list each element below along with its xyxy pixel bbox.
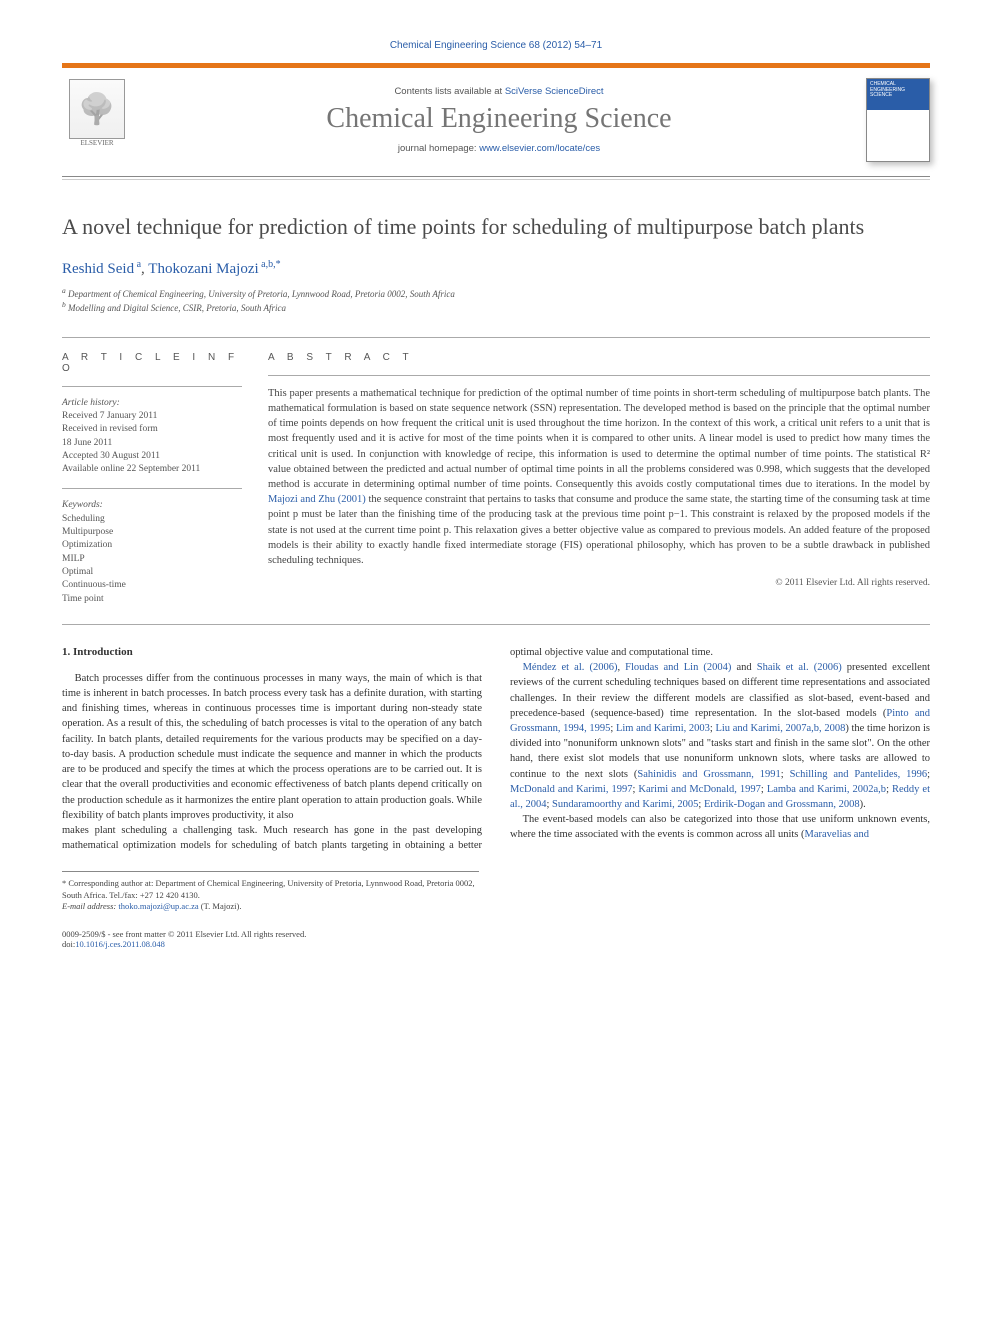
body-p1: Batch processes differ from the continuo… <box>62 671 482 823</box>
cite-floudas[interactable]: Floudas and Lin (2004) <box>625 662 731 673</box>
history-line-1: Received in revised form <box>62 423 242 436</box>
keywords: Keywords: Scheduling Multipurpose Optimi… <box>62 499 242 605</box>
keywords-label: Keywords: <box>62 499 242 512</box>
author-1-affil-sup: a <box>134 259 141 270</box>
elsevier-logo: ELSEVIER <box>62 79 132 161</box>
affiliation-b-text: Modelling and Digital Science, CSIR, Pre… <box>68 303 286 313</box>
affiliation-a: a Department of Chemical Engineering, Un… <box>62 286 930 301</box>
article-history: Article history: Received 7 January 2011… <box>62 397 242 477</box>
body-text-columns: 1. Introduction Batch processes differ f… <box>62 645 930 854</box>
cite-liu[interactable]: Liu and Karimi, 2007a,b, 2008 <box>715 723 845 734</box>
doi-link[interactable]: 10.1016/j.ces.2011.08.048 <box>75 939 165 949</box>
keyword-6: Time point <box>62 593 242 606</box>
affiliations: a Department of Chemical Engineering, Un… <box>62 286 930 315</box>
p3-sep3: ; <box>781 769 790 780</box>
author-2-affil-sup: a,b,* <box>259 259 281 270</box>
footnote-block: * Corresponding author at: Department of… <box>62 871 479 912</box>
history-line-4: Available online 22 September 2011 <box>62 463 242 476</box>
cite-maravelias[interactable]: Maravelias and <box>805 829 869 840</box>
author-2-sup-link[interactable]: a,b, <box>261 259 275 270</box>
authors-line: Reshid Seid a, Thokozani Majozi a,b,* <box>62 259 930 278</box>
cite-mcdonald[interactable]: McDonald and Karimi, 1997 <box>510 784 632 795</box>
section-separator <box>62 624 930 625</box>
history-label: Article history: <box>62 397 242 410</box>
email-label: E-mail address: <box>62 901 118 911</box>
homepage-line: journal homepage: www.elsevier.com/locat… <box>132 143 866 154</box>
journal-cover-thumbnail: CHEMICAL ENGINEERING SCIENCE <box>866 78 930 162</box>
citation-link[interactable]: Chemical Engineering Science 68 (2012) 5… <box>390 40 602 51</box>
journal-title: Chemical Engineering Science <box>132 103 866 135</box>
cite-erdirik[interactable]: Erdirik-Dogan and Grossmann, 2008 <box>704 799 860 810</box>
doi-line: doi:10.1016/j.ces.2011.08.048 <box>62 939 306 949</box>
abstract-heading: A B S T R A C T <box>268 352 930 363</box>
p3-close: ). <box>860 799 866 810</box>
cite-karimi[interactable]: Karimi and McDonald, 1997 <box>638 784 760 795</box>
abstract-citation-1[interactable]: Majozi and Zhu (2001) <box>268 494 366 505</box>
citation-line: Chemical Engineering Science 68 (2012) 5… <box>62 40 930 51</box>
cite-lim[interactable]: Lim and Karimi, 2003 <box>616 723 710 734</box>
header-band: ELSEVIER Contents lists available at Sci… <box>62 63 930 177</box>
cite-schilling[interactable]: Schilling and Pantelides, 1996 <box>790 769 928 780</box>
elsevier-tree-icon <box>69 79 125 139</box>
author-1-link[interactable]: Reshid Seid <box>62 261 134 277</box>
cite-sahinidis[interactable]: Sahinidis and Grossmann, 1991 <box>637 769 780 780</box>
cite-shaik[interactable]: Shaik et al. (2006) <box>757 662 842 673</box>
cite-lamba[interactable]: Lamba and Karimi, 2002a,b <box>767 784 886 795</box>
keyword-1: Multipurpose <box>62 526 242 539</box>
header-center: Contents lists available at SciVerse Sci… <box>132 86 866 154</box>
section-1-heading: 1. Introduction <box>62 645 482 661</box>
keyword-0: Scheduling <box>62 513 242 526</box>
history-line-2: 18 June 2011 <box>62 437 242 450</box>
abstract-copyright: © 2011 Elsevier Ltd. All rights reserved… <box>268 578 930 588</box>
doi-label: doi: <box>62 939 75 949</box>
cite-mendez[interactable]: Méndez et al. (2006) <box>523 662 618 673</box>
abstract-text: This paper presents a mathematical techn… <box>268 386 930 569</box>
abstract-post: the sequence constraint that pertains to… <box>268 494 930 566</box>
contents-prefix: Contents lists available at <box>394 86 504 97</box>
cover-word-3: SCIENCE <box>870 93 926 99</box>
corresponding-star-link[interactable]: * <box>276 259 281 270</box>
p3-sep4: ; <box>927 769 930 780</box>
page-container: Chemical Engineering Science 68 (2012) 5… <box>0 0 992 979</box>
p3-mid2: and <box>731 662 756 673</box>
issn-line: 0009-2509/$ - see front matter © 2011 El… <box>62 929 306 939</box>
body-p4: The event-based models can also be categ… <box>510 812 930 842</box>
bottom-meta: 0009-2509/$ - see front matter © 2011 El… <box>62 929 930 949</box>
abstract-pre: This paper presents a mathematical techn… <box>268 388 930 490</box>
article-title: A novel technique for prediction of time… <box>62 213 930 241</box>
author-1-sup-link[interactable]: a <box>137 259 141 270</box>
bottom-left: 0009-2509/$ - see front matter © 2011 El… <box>62 929 306 949</box>
email-link[interactable]: thoko.majozi@up.ac.za <box>118 901 198 911</box>
info-abstract-row: A R T I C L E I N F O Article history: R… <box>62 337 930 606</box>
email-who: (T. Majozi). <box>199 901 242 911</box>
homepage-link[interactable]: www.elsevier.com/locate/ces <box>479 143 600 154</box>
keyword-2: Optimization <box>62 539 242 552</box>
author-2-link[interactable]: Thokozani Majozi <box>148 261 258 277</box>
article-info: A R T I C L E I N F O Article history: R… <box>62 352 242 606</box>
keyword-5: Continuous-time <box>62 579 242 592</box>
keyword-4: Optimal <box>62 566 242 579</box>
article-info-heading: A R T I C L E I N F O <box>62 352 242 374</box>
contents-line: Contents lists available at SciVerse Sci… <box>132 86 866 97</box>
sciencedirect-link[interactable]: SciVerse ScienceDirect <box>505 86 604 97</box>
cite-sundaramoorthy[interactable]: Sundaramoorthy and Karimi, 2005 <box>552 799 698 810</box>
email-line: E-mail address: thoko.majozi@up.ac.za (T… <box>62 901 479 912</box>
p3-mid1: , <box>617 662 625 673</box>
affiliation-a-text: Department of Chemical Engineering, Univ… <box>68 289 455 299</box>
body-p3: Méndez et al. (2006), Floudas and Lin (2… <box>510 660 930 812</box>
corresponding-author-note: * Corresponding author at: Department of… <box>62 878 479 901</box>
history-line-3: Accepted 30 August 2011 <box>62 450 242 463</box>
affiliation-b: b Modelling and Digital Science, CSIR, P… <box>62 300 930 315</box>
homepage-prefix: journal homepage: <box>398 143 479 154</box>
history-line-0: Received 7 January 2011 <box>62 410 242 423</box>
publisher-name: ELSEVIER <box>80 139 113 147</box>
keyword-3: MILP <box>62 553 242 566</box>
abstract: A B S T R A C T This paper presents a ma… <box>268 352 930 606</box>
